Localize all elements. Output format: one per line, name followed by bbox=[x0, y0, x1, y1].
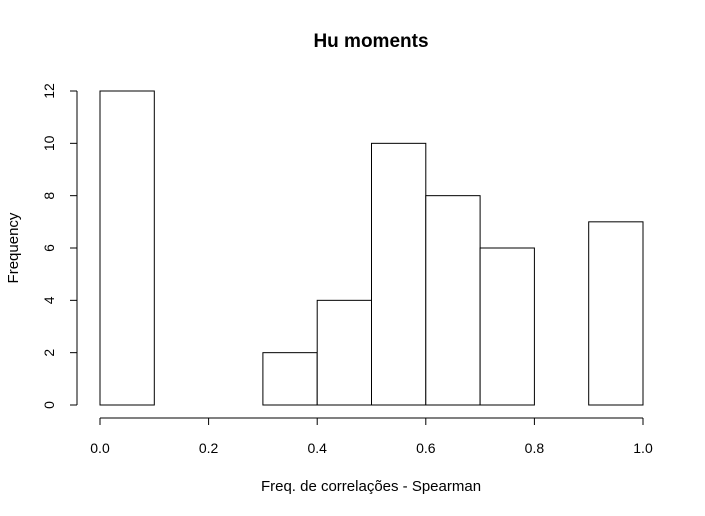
histogram-bar bbox=[425, 195, 481, 406]
y-tick-label: 6 bbox=[41, 244, 57, 252]
y-tick-label: 4 bbox=[41, 296, 57, 304]
histogram-bar bbox=[99, 90, 155, 406]
x-axis: 0.0 0.2 0.4 0.6 0.8 1.0 bbox=[90, 417, 653, 456]
x-tick-label: 0.2 bbox=[199, 440, 219, 456]
y-axis: 0 2 4 6 8 10 12 bbox=[41, 83, 78, 409]
histogram-bar bbox=[316, 299, 373, 406]
histogram-bar bbox=[262, 352, 318, 406]
y-tick-label: 12 bbox=[41, 83, 57, 99]
y-axis-label: Frequency bbox=[5, 212, 22, 283]
x-axis-label: Freq. de correlações - Spearman bbox=[261, 478, 481, 495]
histogram-bar bbox=[371, 142, 427, 406]
y-tick-label: 0 bbox=[41, 401, 57, 409]
y-tick-label: 10 bbox=[41, 135, 57, 151]
histogram-bar bbox=[479, 247, 535, 406]
x-tick-label: 0.4 bbox=[307, 440, 327, 456]
y-tick-label: 8 bbox=[41, 192, 57, 200]
histogram-bar bbox=[588, 221, 644, 406]
x-tick-label: 0.8 bbox=[525, 440, 545, 456]
x-tick-label: 1.0 bbox=[633, 440, 653, 456]
chart-title: Hu moments bbox=[313, 31, 428, 52]
x-tick-label: 0.0 bbox=[90, 440, 110, 456]
x-tick-label: 0.6 bbox=[416, 440, 436, 456]
y-tick-label: 2 bbox=[41, 349, 57, 357]
histogram-bars bbox=[99, 90, 644, 406]
